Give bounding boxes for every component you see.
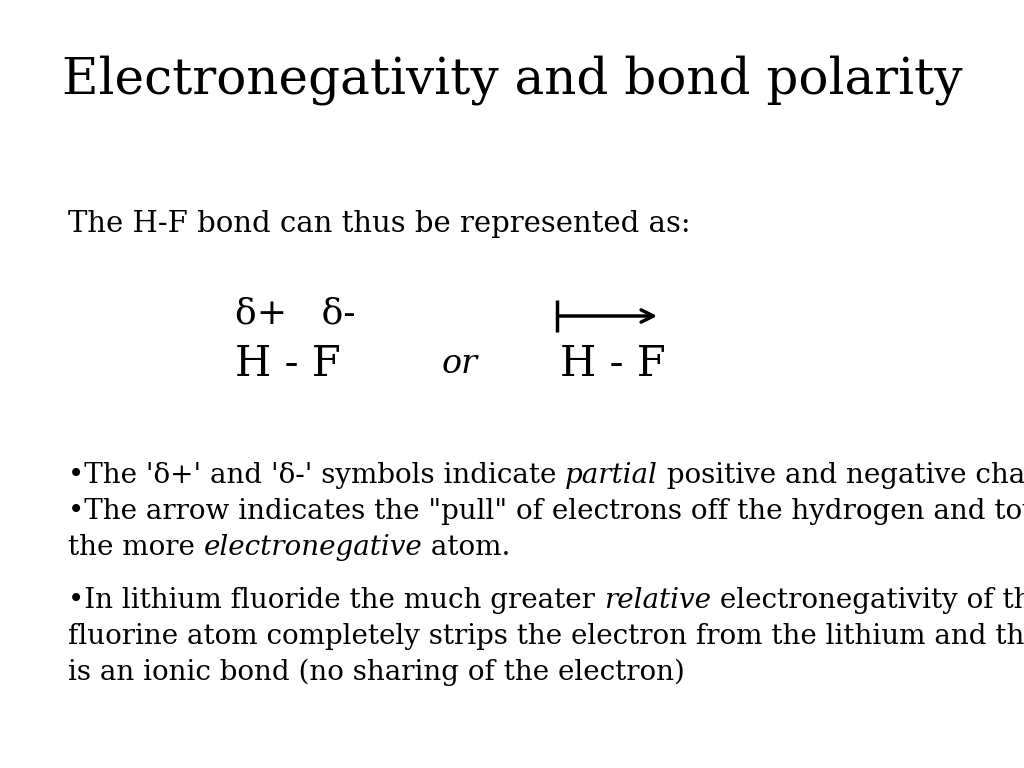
Text: fluorine atom completely strips the electron from the lithium and the result: fluorine atom completely strips the elec… xyxy=(68,623,1024,650)
Text: is an ionic bond (no sharing of the electron): is an ionic bond (no sharing of the elec… xyxy=(68,659,685,687)
Text: δ+   δ-: δ+ δ- xyxy=(234,296,355,330)
Text: Electronegativity and bond polarity: Electronegativity and bond polarity xyxy=(61,55,963,105)
Text: relative: relative xyxy=(604,587,711,614)
Text: positive and negative charges.: positive and negative charges. xyxy=(658,462,1024,489)
Text: •In lithium fluoride the much greater: •In lithium fluoride the much greater xyxy=(68,587,604,614)
Text: the more: the more xyxy=(68,534,204,561)
Text: partial: partial xyxy=(565,462,658,489)
Text: H - F: H - F xyxy=(560,343,666,385)
Text: atom.: atom. xyxy=(423,534,511,561)
Text: electronegativity of the: electronegativity of the xyxy=(711,587,1024,614)
Text: or: or xyxy=(442,348,478,380)
Text: electronegative: electronegative xyxy=(204,534,423,561)
Text: H - F: H - F xyxy=(234,343,341,385)
Text: •The 'δ+' and 'δ-' symbols indicate: •The 'δ+' and 'δ-' symbols indicate xyxy=(68,462,565,489)
Text: •The arrow indicates the "pull" of electrons off the hydrogen and towards: •The arrow indicates the "pull" of elect… xyxy=(68,498,1024,525)
Text: The H-F bond can thus be represented as:: The H-F bond can thus be represented as: xyxy=(68,210,690,238)
